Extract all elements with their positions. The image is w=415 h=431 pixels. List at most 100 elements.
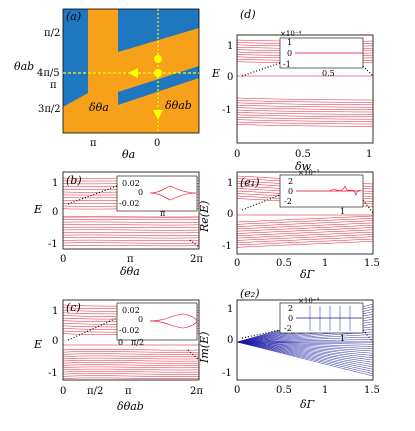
inset-curve — [329, 185, 363, 196]
panel-e1: ×10⁻³ 2 0 -2 1 (e₁) 1 0 -1 Re(E) 0 0.5 1… — [198, 169, 380, 281]
e2-xtick-05: 0.5 — [276, 385, 292, 396]
zoom-dotted-left — [241, 62, 281, 77]
panel-d-frame — [236, 34, 374, 144]
c-inset-xtick-pi2: π/2 — [131, 338, 144, 347]
spectrum-line — [62, 221, 200, 223]
spectrum-line — [62, 353, 200, 355]
e2-xtick-0: 0 — [234, 385, 240, 396]
a-ytick-pi: π — [50, 80, 57, 91]
c-xtick-pi: π — [125, 386, 132, 397]
e2-inset-ytick-m2: -2 — [284, 324, 292, 333]
panel-e1-inset-curves — [296, 185, 363, 196]
panel-e2: ×10⁻⁴ 2 0 -2 1 (e₂) 1 0 -1 Im(E) 0 0.5 1… — [198, 287, 380, 411]
spectrum-line — [236, 97, 374, 101]
e1-xtick-1: 1 — [322, 258, 328, 269]
e1-xtick-05: 0.5 — [276, 258, 292, 269]
e2-ylabel: Im(E) — [198, 332, 211, 364]
spectrum-line — [62, 357, 200, 360]
spectrum-line — [62, 351, 200, 353]
e2-xtick-1: 1 — [322, 385, 328, 396]
e2-inset-ytick-2: 2 — [288, 304, 293, 313]
e1-ytick-1: 1 — [227, 178, 233, 189]
spectrum-line — [62, 368, 200, 371]
e2-ytick-1: 1 — [227, 304, 233, 315]
b-inset-ytick-0: 0 — [138, 188, 143, 197]
e2-inset-xtick-1: 1 — [340, 334, 345, 343]
delta-theta-ab-annotation: δθab — [165, 99, 192, 112]
panel-a: (a) δθa δθab π/2 4π/5 π 3π/2 θab π 0 θa — [14, 8, 200, 161]
b-ytick-0: 0 — [52, 207, 58, 218]
e1-inset-xtick-1: 1 — [340, 207, 345, 216]
spectrum-line — [236, 238, 374, 246]
c-xtick-2pi: 2π — [190, 386, 203, 397]
panel-e2-inset-curves — [296, 306, 362, 331]
spectrum-line — [62, 234, 200, 236]
panel-e2-frame — [236, 299, 374, 381]
a-xtick-pi: π — [90, 138, 97, 149]
panel-b: 0.02 0 -0.02 π (b) 1 0 -1 E 0 π 2π δθa — [33, 171, 203, 278]
spectrum-line — [236, 341, 374, 350]
b-xtick-0: 0 — [60, 254, 66, 265]
a-ytick-pi2: π/2 — [44, 28, 60, 39]
spectrum-line — [236, 215, 374, 223]
e1-inset-ytick-2: 2 — [288, 177, 293, 186]
spectrum-line — [236, 341, 374, 368]
spectrum-line — [236, 341, 374, 365]
spectrum-line — [236, 104, 374, 108]
spectrum-line — [62, 375, 200, 377]
e1-xlabel: δΓ — [300, 268, 315, 281]
d-ylabel: E — [211, 67, 220, 80]
e2-xlabel: δΓ — [300, 398, 315, 411]
spectrum-line — [62, 226, 200, 228]
delta-theta-a-annotation: δθa — [89, 101, 109, 114]
b-ylabel: E — [33, 203, 42, 216]
spectrum-line — [236, 124, 374, 127]
e2-ytick-0: 0 — [227, 335, 233, 346]
a-xtick-0: 0 — [154, 138, 160, 149]
panel-a-orange-corner — [63, 93, 88, 133]
spectrum-line — [62, 229, 200, 231]
spectrum-line — [236, 234, 374, 241]
zoom-dotted-right — [189, 239, 200, 248]
spectrum-line — [62, 371, 200, 373]
a-ytick-3pi2: 3π/2 — [38, 104, 61, 115]
panel-a-frame — [62, 8, 200, 134]
spectrum-line — [236, 112, 374, 115]
c-inset-ytick-002: 0.02 — [122, 306, 140, 315]
spectrum-line — [62, 245, 200, 247]
d-xtick-05: 0.5 — [295, 149, 311, 160]
zoom-dotted-right — [362, 65, 374, 77]
c-inset-xtick-0: 0 — [118, 338, 123, 347]
spectrum-line — [236, 336, 374, 343]
spectrum-line — [236, 102, 374, 106]
spectrum-line — [236, 109, 374, 113]
d-xtick-1: 1 — [366, 149, 372, 160]
e2-inset-ytick-0: 0 — [288, 314, 293, 323]
spectrum-line — [236, 341, 374, 377]
panel-b-inset-curves — [149, 185, 197, 201]
panel-c-inset-curves — [149, 313, 198, 329]
spectrum-line — [62, 232, 200, 234]
spectrum-line — [236, 341, 374, 352]
spectrum-line — [236, 334, 374, 343]
yellow-dot-center — [154, 69, 162, 77]
panel-c-frame — [62, 299, 200, 381]
yellow-dot-upper — [154, 55, 162, 63]
b-xlabel: δθa — [120, 265, 140, 278]
inset-curve — [149, 192, 197, 201]
spectrum-line — [236, 341, 374, 359]
spectrum-line — [62, 237, 200, 239]
e2-inset-multiplier: ×10⁻⁴ — [298, 297, 319, 305]
e1-ylabel: Re(E) — [198, 201, 211, 233]
panel-b-inset — [116, 175, 198, 212]
d-xtick-0: 0 — [234, 149, 240, 160]
b-ytick-m1: -1 — [48, 239, 58, 250]
spectrum-line — [62, 377, 200, 380]
inset-curve — [149, 185, 197, 194]
spectrum-line — [236, 222, 374, 230]
c-xtick-0: 0 — [60, 386, 66, 397]
spectrum-line — [62, 355, 200, 358]
d-inset-ytick-1: 1 — [287, 38, 292, 47]
b-xtick-pi: π — [127, 254, 134, 265]
e1-xtick-0: 0 — [234, 258, 240, 269]
